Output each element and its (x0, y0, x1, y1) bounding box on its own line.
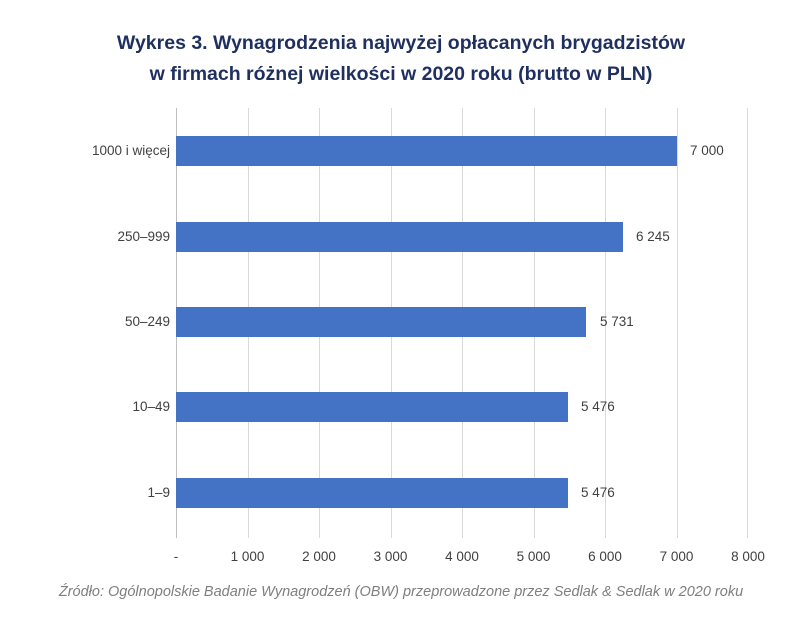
x-tick-label: 6 000 (588, 549, 622, 564)
x-tick-label: 5 000 (516, 549, 551, 564)
x-tick-label: 3 000 (373, 549, 408, 564)
category-label: 250–999 (117, 229, 170, 244)
category-label: 1000 i więcej (91, 143, 170, 158)
x-tick-label: 7 000 (659, 549, 694, 564)
x-tick-label: 1 000 (230, 549, 265, 564)
x-tick-label: - (173, 549, 179, 564)
category-label: 1–9 (147, 485, 170, 500)
category-label: 50–249 (124, 314, 170, 329)
bar-250-999 (176, 222, 623, 252)
bar-1-9 (176, 478, 568, 508)
data-label: 5 476 (581, 399, 615, 414)
data-label: 7 000 (690, 143, 724, 158)
x-tick-label: 4 000 (445, 549, 479, 564)
data-label: 5 476 (581, 485, 615, 500)
bar-50-249 (176, 307, 586, 337)
chart-title-line-2: w firmach różnej wielkości w 2020 roku (… (149, 63, 653, 85)
chart-title: Wykres 3. Wynagrodzenia najwyżej opłacan… (0, 28, 802, 90)
data-label: 5 731 (600, 314, 634, 329)
data-label: 6 245 (636, 229, 670, 244)
plot-area: 7 000 6 245 5 731 5 476 5 476 (176, 108, 748, 538)
category-label: 10–49 (132, 399, 170, 414)
source-note: Źródło: Ogólnopolskie Badanie Wynagrodze… (58, 584, 744, 600)
gridline (747, 108, 748, 538)
gridline (605, 108, 606, 538)
x-tick-label: 8 000 (731, 549, 765, 564)
chart-title-line-1: Wykres 3. Wynagrodzenia najwyżej opłacan… (116, 32, 686, 54)
bar-10-49 (176, 392, 568, 422)
bar-1000-plus (176, 136, 677, 166)
gridline (676, 108, 678, 538)
x-tick-label: 2 000 (302, 549, 336, 564)
